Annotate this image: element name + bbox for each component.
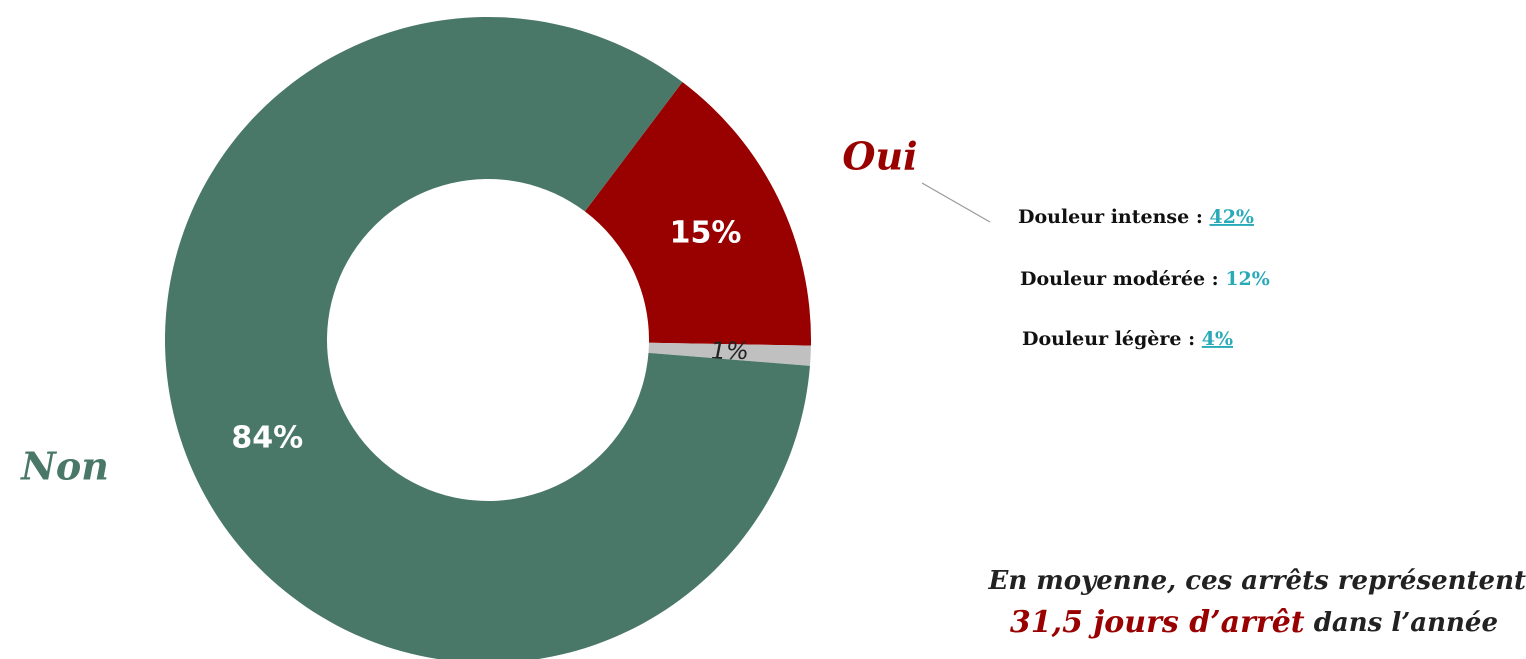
breakdown-item: Douleur modérée : 12% <box>1020 268 1270 290</box>
note-line2: 31,5 jours d’arrêt dans l’année <box>1010 605 1498 640</box>
breakdown-item: Douleur légère : 4% <box>1022 328 1233 350</box>
note-rest: dans l’année <box>1314 608 1498 638</box>
slice-label: 15% <box>670 215 742 250</box>
breakdown-label: Douleur intense : <box>1018 206 1203 228</box>
note-line1: En moyenne, ces arrêts représentent <box>988 566 1526 596</box>
donut-slice <box>648 342 811 366</box>
donut-slice <box>584 82 811 346</box>
breakdown-label: Douleur légère : <box>1022 328 1195 350</box>
breakdown-value: 42% <box>1209 206 1254 228</box>
breakdown-label: Douleur modérée : <box>1020 268 1219 290</box>
breakdown-value: 4% <box>1202 328 1233 350</box>
slice-label: 84% <box>231 421 303 456</box>
donut-slice <box>165 17 810 659</box>
breakdown-value: 12% <box>1225 268 1270 290</box>
breakdown-item: Douleur intense : 42% <box>1018 206 1254 228</box>
note-highlight: 31,5 jours d’arrêt <box>1010 605 1305 640</box>
category-label: Oui <box>842 134 917 179</box>
category-label: Non <box>20 444 109 489</box>
leader-line <box>921 182 991 223</box>
